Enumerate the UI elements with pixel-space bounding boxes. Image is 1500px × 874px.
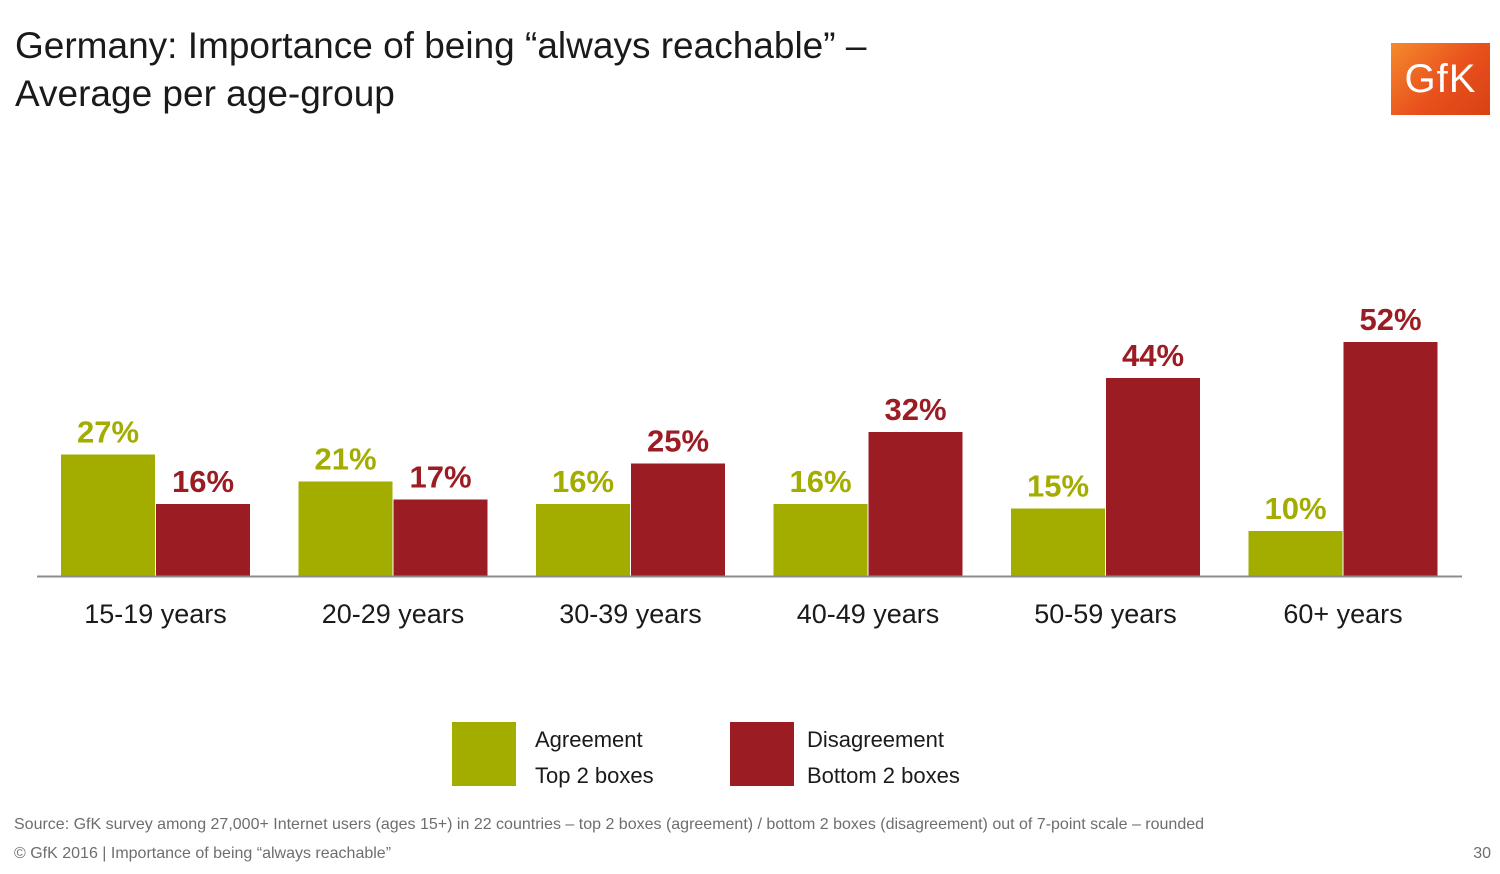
data-label-disagreement-6: 52%: [1359, 302, 1421, 337]
data-label-disagreement-1: 16%: [172, 464, 234, 499]
gfk-logo: GfK: [1391, 43, 1490, 115]
bar-disagreement-1: [156, 504, 250, 576]
x-tick-label-2: 20-29 years: [322, 599, 465, 629]
legend-label-agreement: Agreement Top 2 boxes: [535, 727, 654, 788]
bar-agreement-4: [773, 504, 868, 576]
x-tick-label-3: 30-39 years: [559, 599, 702, 629]
data-label-agreement-1: 27%: [77, 415, 139, 450]
data-label-agreement-6: 10%: [1264, 491, 1326, 526]
data-label-disagreement-4: 32%: [884, 392, 946, 427]
bar-disagreement-3: [631, 463, 725, 576]
data-label-disagreement-2: 17%: [409, 460, 471, 495]
x-tick-label-1: 15-19 years: [84, 599, 227, 629]
title-line-2: Average per age-group: [15, 73, 395, 114]
logo-text: GfK: [1404, 56, 1477, 101]
bar-disagreement-2: [393, 499, 488, 576]
bar-agreement-5: [1011, 508, 1105, 576]
legend-swatch-disagreement: [730, 722, 794, 786]
data-label-agreement-5: 15%: [1027, 469, 1089, 504]
copyright-footer: © GfK 2016 | Importance of being “always…: [14, 845, 392, 862]
bar-chart: 27% 16% 15-19 years 21% 17% 20-29 years 16% 25%…: [37, 302, 1462, 629]
data-label-agreement-2: 21%: [314, 442, 376, 477]
bar-disagreement-4: [868, 432, 963, 576]
legend-label-disagreement: Disagreement Bottom 2 boxes: [807, 727, 960, 788]
source-note: Source: GfK survey among 27,000+ Interne…: [14, 816, 1205, 833]
data-label-agreement-4: 16%: [789, 464, 851, 499]
data-label-agreement-3: 16%: [552, 464, 614, 499]
bar-agreement-2: [298, 481, 393, 576]
legend-swatch-agreement: [452, 722, 516, 786]
x-tick-label-6: 60+ years: [1283, 599, 1402, 629]
bar-disagreement-5: [1106, 378, 1200, 576]
page-title: Germany: Importance of being “always rea…: [15, 22, 1165, 118]
data-label-disagreement-3: 25%: [647, 424, 709, 459]
bar-disagreement-6: [1343, 342, 1438, 576]
page-number: 30: [1473, 845, 1491, 862]
data-label-disagreement-5: 44%: [1122, 338, 1184, 373]
title-line-1: Germany: Importance of being “always rea…: [15, 25, 867, 66]
x-tick-label-5: 50-59 years: [1034, 599, 1177, 629]
bar-agreement-6: [1248, 531, 1343, 576]
bar-agreement-3: [536, 504, 630, 576]
x-tick-label-4: 40-49 years: [797, 599, 940, 629]
bar-agreement-1: [61, 454, 155, 576]
